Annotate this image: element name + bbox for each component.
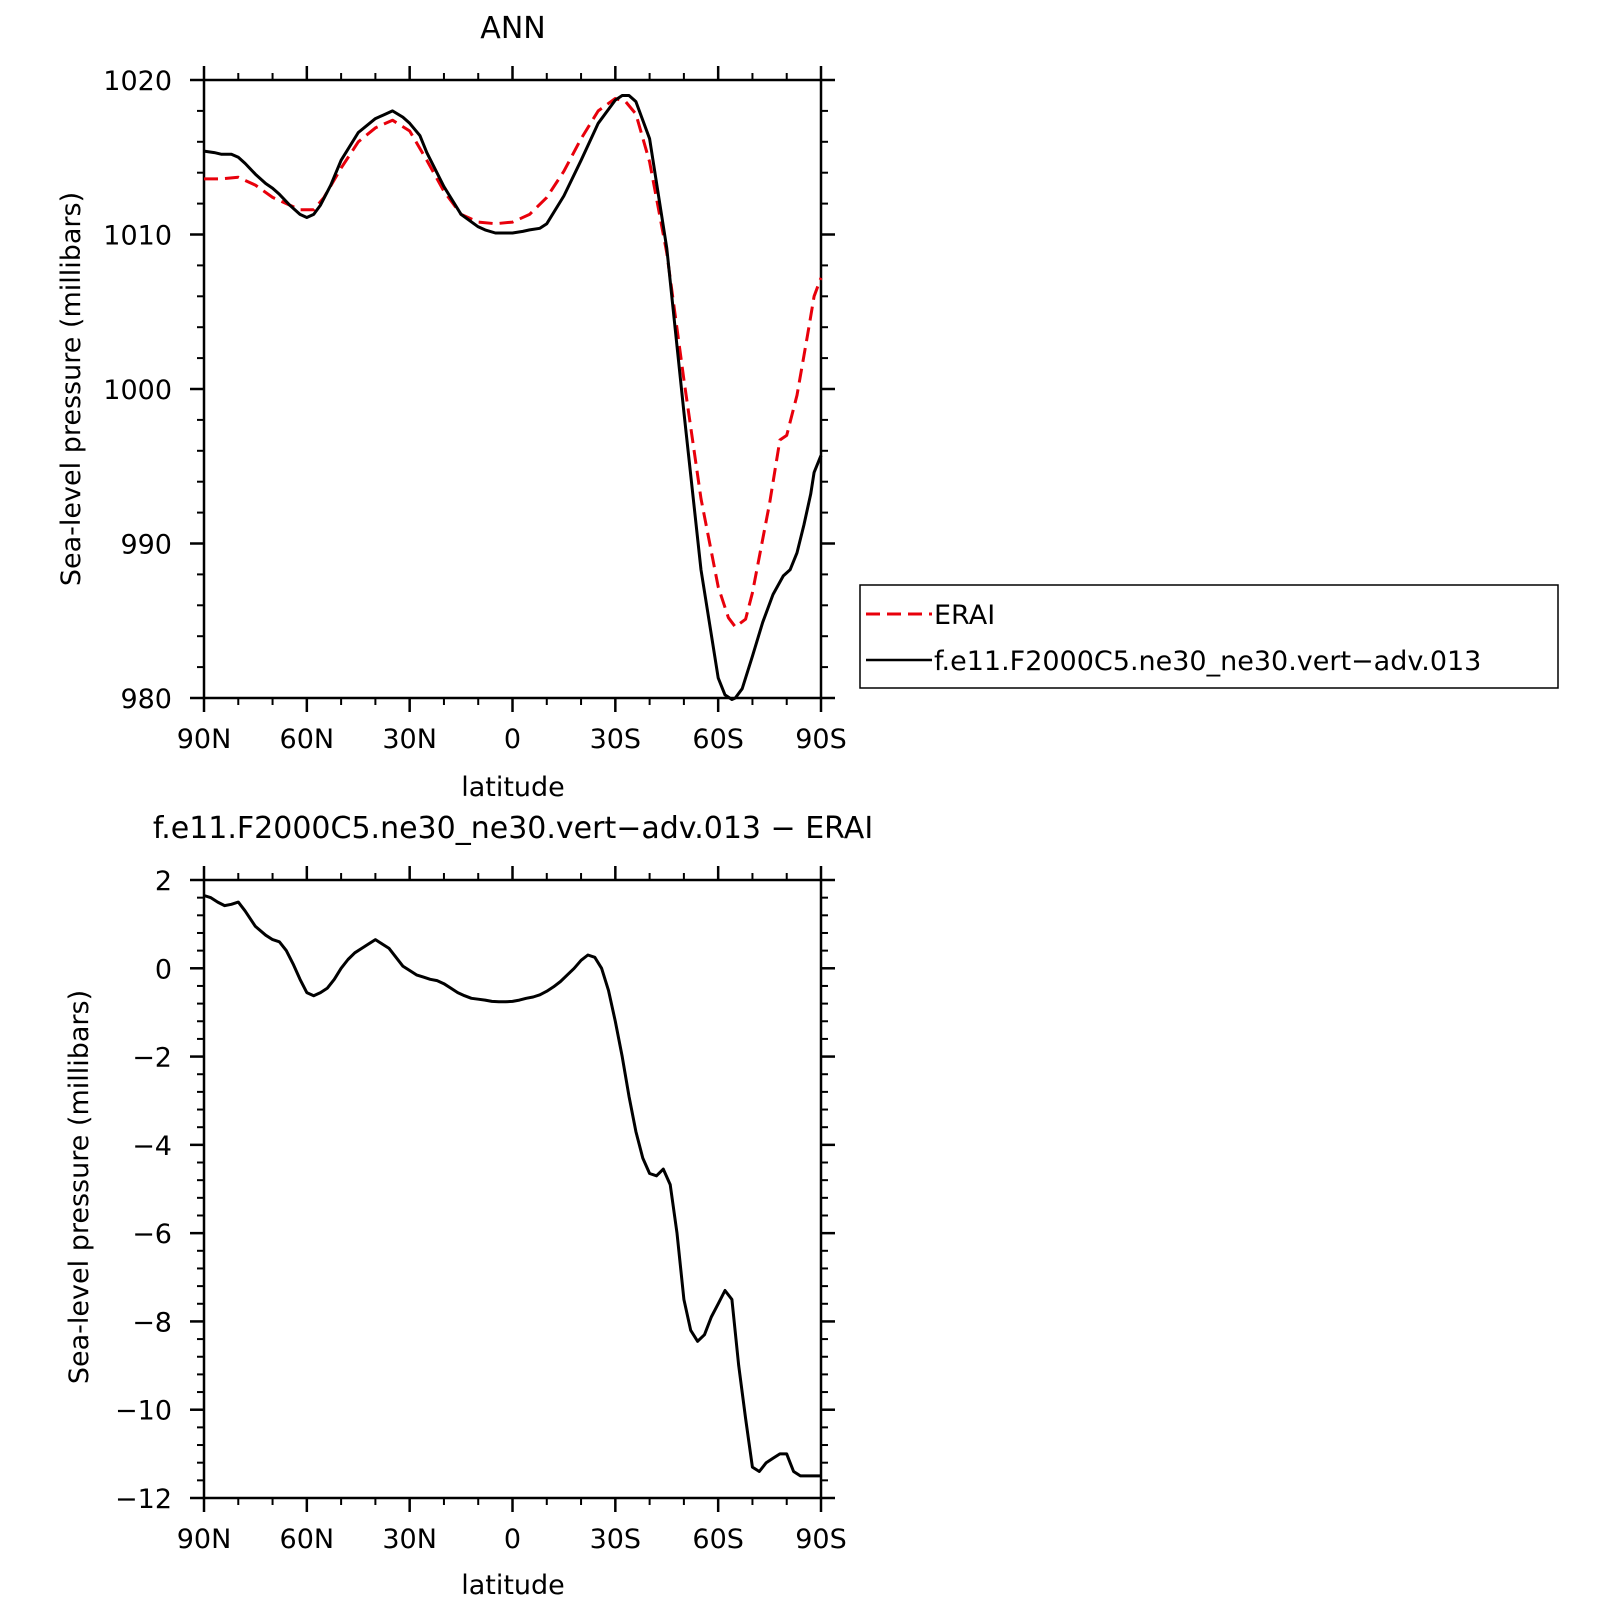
bottom-y-tick-label: −4 xyxy=(132,1131,172,1162)
legend-erai-label: ERAI xyxy=(934,600,995,631)
bottom-ticks: 90N 60N 30N 0 30S 60S 90S −12 −10 −8 −6 −4 −2 0 2 xyxy=(115,866,847,1555)
bottom-series-lines xyxy=(203,894,821,1478)
bottom-y-tick-label: −2 xyxy=(132,1043,172,1074)
bottom-x-axis-label: latitude xyxy=(461,1570,565,1601)
bottom-x-tick-label: 0 xyxy=(504,1524,521,1555)
bottom-y-tick-label: −6 xyxy=(132,1219,172,1250)
top-x-axis-label: latitude xyxy=(461,772,565,803)
legend-model-label: f.e11.F2000C5.ne30_ne30.vert−adv.013 xyxy=(934,646,1481,677)
bottom-x-tick-label: 90N xyxy=(177,1524,232,1555)
top-x-tick-label: 90S xyxy=(795,724,847,755)
top-chart-title: ANN xyxy=(480,11,545,46)
bottom-y-tick-label: −12 xyxy=(115,1484,172,1515)
legend-box xyxy=(859,584,1559,689)
bottom-x-tick-label: 30S xyxy=(590,1524,642,1555)
top-series-lines xyxy=(203,94,823,701)
top-axes-box xyxy=(202,78,823,700)
top-x-tick-label: 60S xyxy=(692,724,744,755)
bottom-x-tick-label: 30N xyxy=(382,1524,437,1555)
bottom-y-axis-label: Sea-level pressure (millibars) xyxy=(64,990,95,1384)
top-x-tick-label: 30N xyxy=(382,724,437,755)
bottom-y-tick-label: 0 xyxy=(155,954,172,985)
top-plot-frame xyxy=(202,78,823,700)
bottom-x-tick-label: 60N xyxy=(280,1524,335,1555)
bottom-y-tick-label: 2 xyxy=(155,866,172,897)
top-y-tick-label: 990 xyxy=(120,530,172,561)
top-series-line-1 xyxy=(203,94,823,701)
bottom-chart-title: f.e11.F2000C5.ne30_ne30.vert−adv.013 − E… xyxy=(153,811,873,846)
top-y-tick-label: 980 xyxy=(120,684,172,715)
top-x-tick-label: 90N xyxy=(177,724,232,755)
top-y-tick-label: 1000 xyxy=(103,375,172,406)
top-x-tick-label: 0 xyxy=(504,724,521,755)
bottom-panel: f.e11.F2000C5.ne30_ne30.vert−adv.013 − E… xyxy=(64,811,873,1601)
top-ticks: 90N 60N 30N 0 30S 60S 90S 980 990 1000 1010 1020 xyxy=(103,66,847,755)
top-x-tick-label: 60N xyxy=(280,724,335,755)
bottom-y-tick-label: −10 xyxy=(115,1396,172,1427)
top-series-line-0 xyxy=(204,97,823,629)
top-y-tick-label: 1020 xyxy=(103,66,172,97)
bottom-x-tick-label: 60S xyxy=(692,1524,744,1555)
bottom-x-tick-label: 90S xyxy=(795,1524,847,1555)
top-y-tick-label: 1010 xyxy=(103,221,172,252)
bottom-y-tick-label: −8 xyxy=(132,1307,172,1338)
top-panel: ANN 90N 60N 30N 0 30S 60S 90S 980 990 1000 1010 102… xyxy=(56,11,1559,803)
bottom-series-line-0 xyxy=(203,894,821,1478)
legend: ERAI f.e11.F2000C5.ne30_ne30.vert−adv.01… xyxy=(859,584,1559,689)
top-y-axis-label: Sea-level pressure (millibars) xyxy=(56,192,87,586)
top-x-tick-label: 30S xyxy=(590,724,642,755)
